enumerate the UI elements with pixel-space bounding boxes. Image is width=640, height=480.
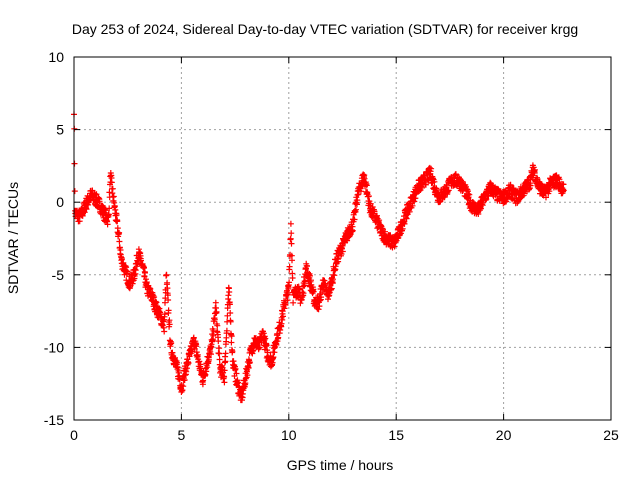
- y-tick-label: 10: [48, 49, 64, 65]
- x-tick-label: 0: [70, 427, 78, 443]
- chart-title: Day 253 of 2024, Sidereal Day-to-day VTE…: [72, 21, 578, 37]
- x-tick-label: 5: [178, 427, 186, 443]
- data-series: [71, 111, 567, 404]
- y-tick-label: -15: [44, 412, 64, 428]
- x-tick-label: 25: [603, 427, 619, 443]
- x-tick-label: 20: [496, 427, 512, 443]
- y-tick-label: -10: [44, 339, 64, 355]
- x-tick-label: 15: [388, 427, 404, 443]
- y-tick-label: 0: [56, 194, 64, 210]
- x-tick-label: 10: [281, 427, 297, 443]
- axis-ticks: 0 5 10 15 20 25 -15 -10 -5 0 5 10: [44, 49, 619, 443]
- y-axis-label: SDTVAR / TECUs: [5, 182, 21, 294]
- plot-area: [73, 56, 612, 421]
- y-tick-label: 5: [56, 122, 64, 138]
- x-axis-label: GPS time / hours: [287, 457, 394, 473]
- data-point-markers: [71, 111, 567, 404]
- y-tick-label: -5: [52, 267, 65, 283]
